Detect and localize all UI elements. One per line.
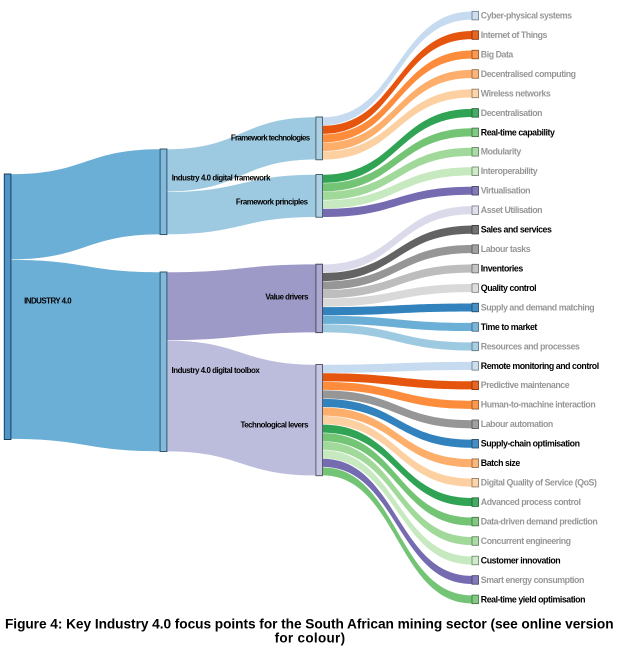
svg-text:Digital Quality of Service (Qo: Digital Quality of Service (QoS)	[481, 478, 597, 488]
svg-text:Big Data: Big Data	[481, 49, 514, 59]
svg-text:Framework technologies: Framework technologies	[231, 134, 311, 143]
svg-text:Smart energy consumption: Smart energy consumption	[481, 575, 584, 585]
svg-text:Industry 4.0 digital framework: Industry 4.0 digital framework	[172, 174, 271, 183]
svg-text:Wireless networks: Wireless networks	[481, 88, 551, 98]
svg-text:Decentralised computing: Decentralised computing	[481, 69, 576, 79]
svg-text:Labour automation: Labour automation	[481, 419, 553, 429]
svg-text:Interoperability: Interoperability	[481, 166, 538, 176]
svg-text:Remote monitoring and control: Remote monitoring and control	[481, 361, 599, 371]
svg-text:Virtualisation: Virtualisation	[481, 186, 530, 196]
svg-text:for colour): for colour)	[275, 631, 346, 646]
svg-text:Figure 4: Key Industry 4.0 foc: Figure 4: Key Industry 4.0 focus points …	[5, 616, 614, 631]
svg-text:Cyber-physical systems: Cyber-physical systems	[481, 11, 572, 21]
svg-text:Supply-chain optimisation: Supply-chain optimisation	[481, 439, 580, 449]
svg-text:Data-driven demand prediction: Data-driven demand prediction	[481, 516, 598, 526]
svg-text:Technological levers: Technological levers	[241, 420, 310, 429]
svg-text:Modularity: Modularity	[481, 147, 522, 157]
svg-text:Supply and demand matching: Supply and demand matching	[481, 302, 595, 312]
svg-text:Asset Utilisation: Asset Utilisation	[481, 205, 542, 215]
svg-text:Quality control: Quality control	[481, 283, 536, 293]
svg-text:Customer innovation: Customer innovation	[481, 555, 560, 565]
svg-text:Inventories: Inventories	[481, 263, 524, 273]
svg-text:Sales and services: Sales and services	[481, 225, 552, 235]
svg-text:Value drivers: Value drivers	[265, 293, 309, 302]
svg-text:Time to market: Time to market	[481, 322, 538, 332]
svg-text:Advanced process control: Advanced process control	[481, 497, 581, 507]
svg-text:Framework principles: Framework principles	[236, 197, 309, 206]
svg-text:Labour tasks: Labour tasks	[481, 244, 531, 254]
svg-text:Batch size: Batch size	[481, 458, 521, 468]
svg-text:Concurrent engineering: Concurrent engineering	[481, 536, 571, 546]
svg-text:INDUSTRY 4.0: INDUSTRY 4.0	[24, 297, 72, 306]
svg-text:Human-to-machine interaction: Human-to-machine interaction	[481, 400, 596, 410]
svg-text:Real-time yield optimisation: Real-time yield optimisation	[481, 594, 585, 604]
svg-text:Industry 4.0 digital toolbox: Industry 4.0 digital toolbox	[172, 366, 261, 375]
svg-text:Decentralisation: Decentralisation	[481, 108, 542, 118]
svg-text:Predictive maintenance: Predictive maintenance	[481, 380, 570, 390]
svg-text:Real-time capability: Real-time capability	[481, 127, 555, 137]
svg-text:Resources and processes: Resources and processes	[481, 341, 580, 351]
svg-text:Internet of Things: Internet of Things	[481, 30, 548, 40]
